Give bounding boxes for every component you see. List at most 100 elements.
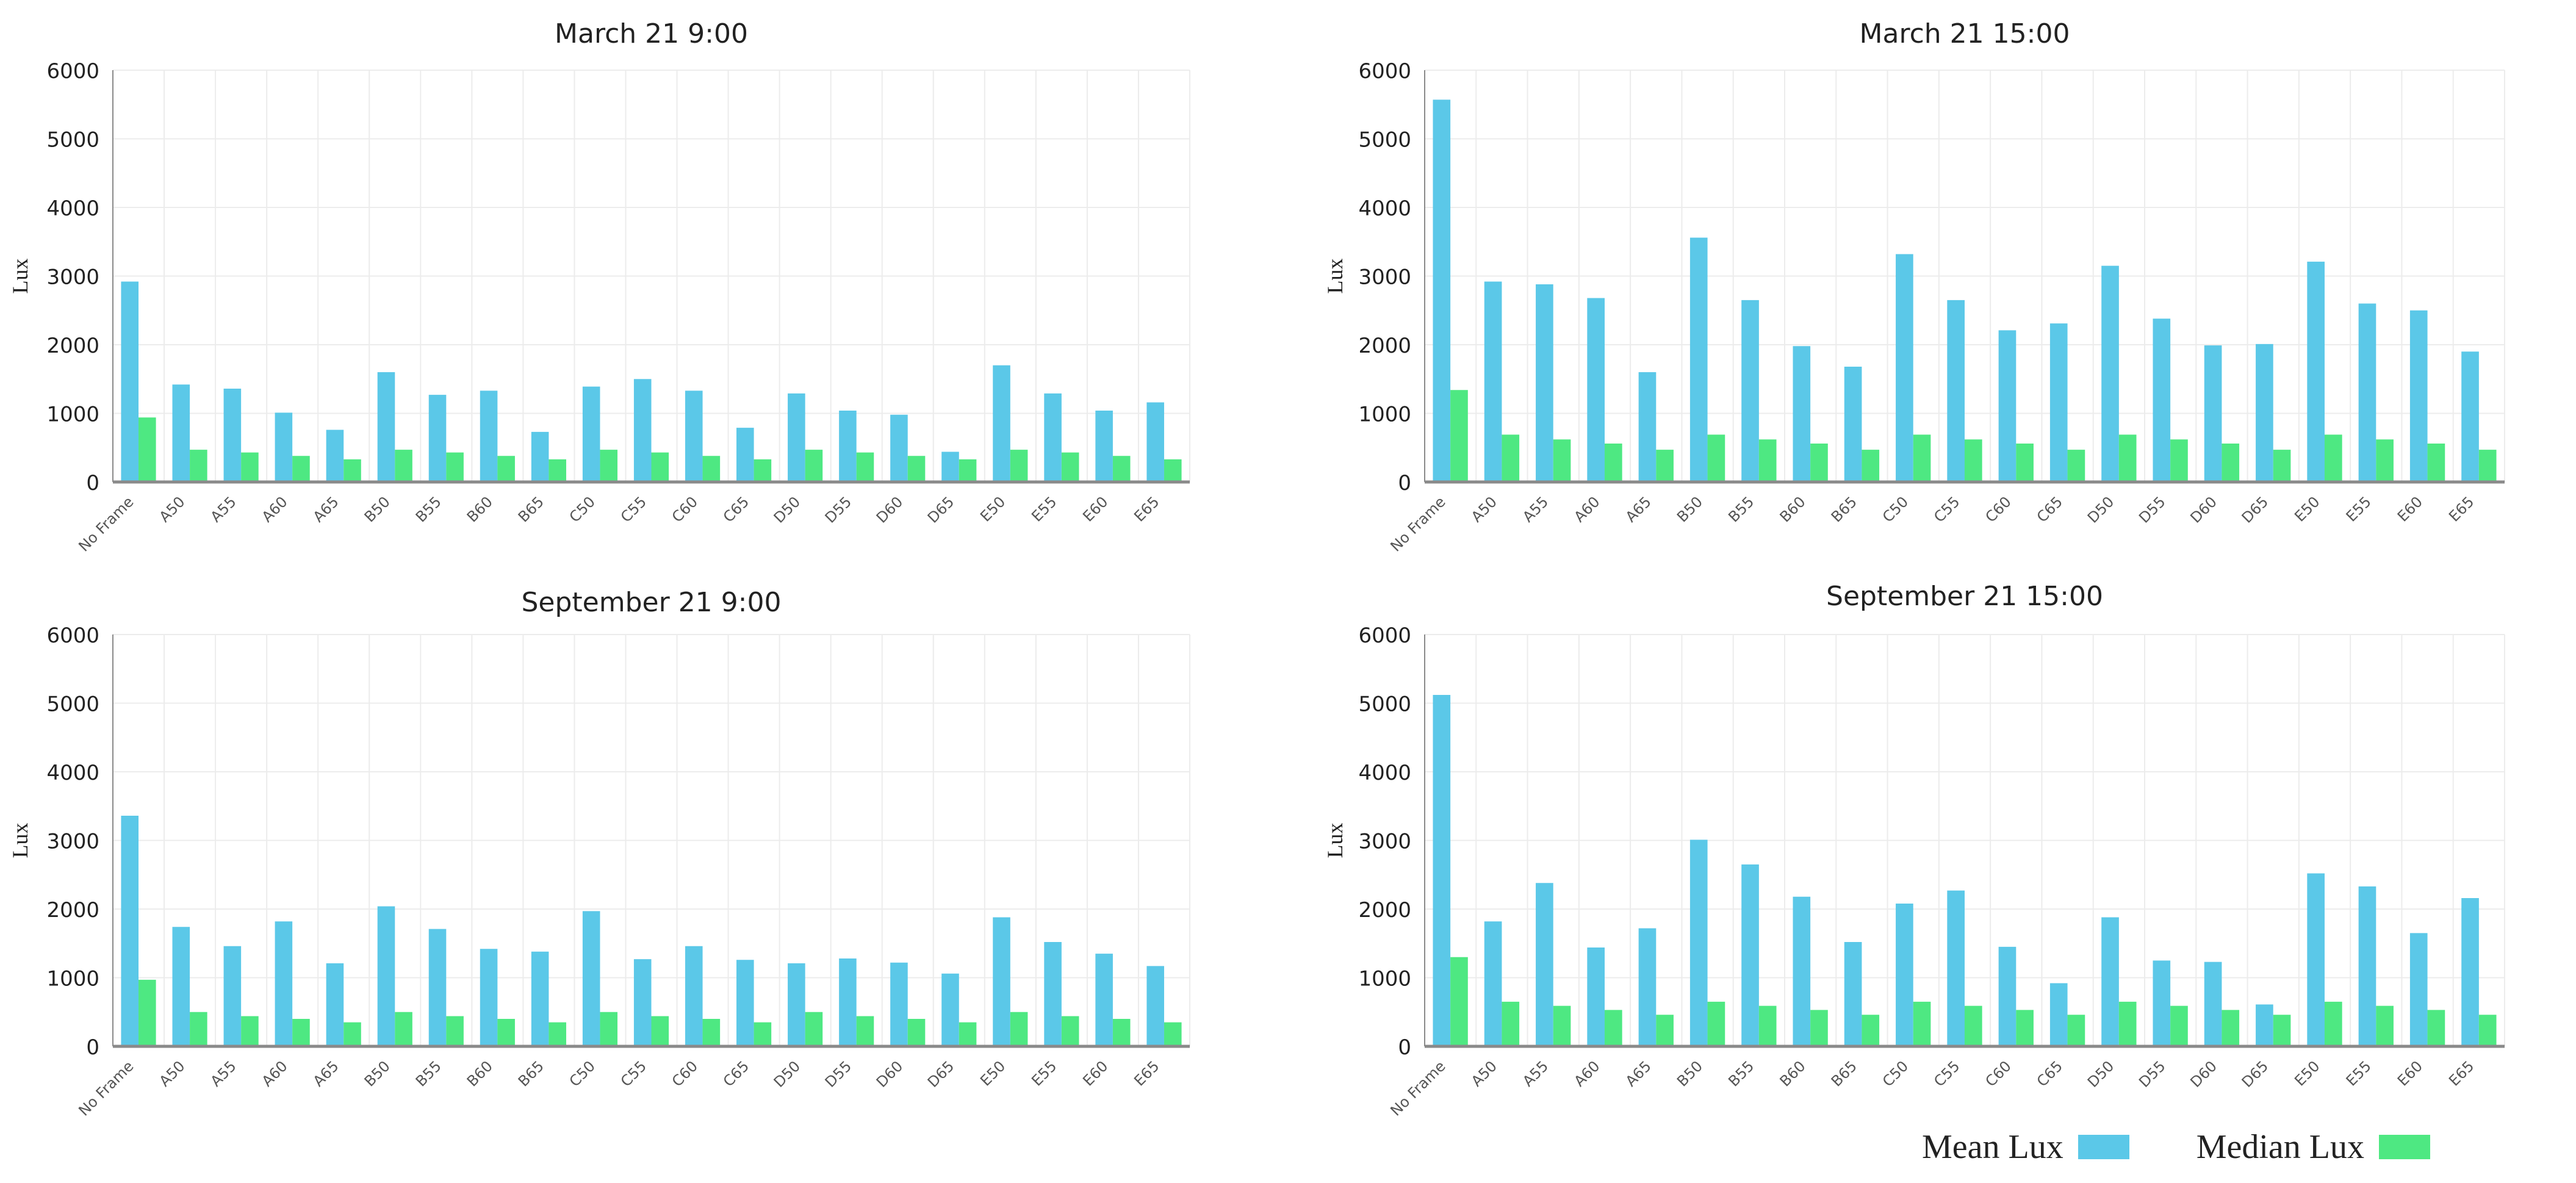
bar-mean-lux <box>326 430 344 482</box>
bar-median-lux <box>139 979 156 1046</box>
bar-median-lux <box>1810 1010 1828 1046</box>
y-tick-label: 6000 <box>1358 624 1411 648</box>
bar-mean-lux <box>941 973 959 1046</box>
bar-median-lux <box>2273 1015 2291 1046</box>
x-tick-label: E65 <box>1131 1057 1162 1089</box>
bar-median-lux <box>2170 1005 2188 1046</box>
x-tick-label: D55 <box>2135 1057 2168 1090</box>
bar-mean-lux <box>480 949 498 1046</box>
bar-median-lux <box>1656 450 1674 482</box>
x-tick-label: A50 <box>156 1057 189 1090</box>
bar-median-lux <box>1707 1001 1725 1046</box>
bar-mean-lux <box>480 390 498 482</box>
bar-median-lux <box>2170 439 2188 482</box>
y-tick-label: 6000 <box>1358 59 1411 84</box>
bar-median-lux <box>1605 1010 1622 1046</box>
x-tick-label: B65 <box>515 493 547 525</box>
x-tick-label: A65 <box>310 493 342 525</box>
bar-mean-lux <box>1638 928 1657 1046</box>
bar-mean-lux <box>1433 99 1451 482</box>
x-tick-label: E65 <box>1131 493 1162 525</box>
bar-median-lux <box>805 450 823 482</box>
bar-median-lux <box>2325 434 2342 482</box>
x-tick-label: D50 <box>2084 493 2117 526</box>
bar-median-lux <box>190 450 207 482</box>
x-tick-label: B50 <box>361 1057 394 1090</box>
x-tick-label: A65 <box>1622 493 1655 525</box>
bar-median-lux <box>1758 1005 1777 1046</box>
bar-median-lux <box>1605 444 1622 482</box>
x-tick-label: No Frame <box>1387 1057 1448 1119</box>
x-tick-label: B65 <box>1828 1057 1860 1090</box>
x-tick-label: E60 <box>2394 493 2426 525</box>
bar-mean-lux <box>1689 840 1708 1046</box>
y-tick-label: 4000 <box>1358 196 1411 221</box>
legend: Mean Lux Median Lux <box>1922 1123 2497 1171</box>
bar-median-lux <box>2427 1010 2445 1046</box>
bar-mean-lux <box>1484 281 1502 482</box>
bar-median-lux <box>907 1019 926 1046</box>
x-tick-label: A50 <box>156 493 189 525</box>
x-tick-label: C55 <box>617 1057 650 1090</box>
x-tick-label: C50 <box>566 493 599 525</box>
bar-mean-lux <box>1638 372 1657 482</box>
chart-title: September 21 9:00 <box>522 587 782 618</box>
y-tick-label: 3000 <box>46 830 99 854</box>
bar-mean-lux <box>1793 896 1811 1046</box>
x-tick-label: C60 <box>669 1057 701 1090</box>
bar-mean-lux <box>1146 402 1164 482</box>
bar-mean-lux <box>1844 942 1862 1046</box>
bar-mean-lux <box>1741 864 1759 1046</box>
bar-mean-lux <box>1793 346 1811 482</box>
y-tick-label: 3000 <box>46 265 99 290</box>
bar-median-lux <box>395 1012 412 1046</box>
bar-median-lux <box>907 456 926 482</box>
x-tick-label: D65 <box>2239 1057 2272 1090</box>
x-tick-label: D65 <box>2239 493 2272 526</box>
y-tick-label: 2000 <box>1358 898 1411 922</box>
x-tick-label: E60 <box>1079 493 1111 525</box>
y-tick-label: 4000 <box>46 196 99 221</box>
x-tick-label: E55 <box>2343 1057 2375 1089</box>
bar-median-lux <box>1010 1012 1028 1046</box>
y-axis-label: Lux <box>8 259 32 294</box>
chart-panel-3: 0 1000 2000 3000 4000 5000 6000 No Frame A50 A55 A… <box>1323 581 2505 1120</box>
bar-mean-lux <box>582 386 600 482</box>
y-axis-label: Lux <box>1323 259 1347 294</box>
bar-mean-lux <box>890 414 908 482</box>
legend-label-median: Median Lux <box>2196 1128 2364 1166</box>
x-tick-label: A65 <box>310 1057 342 1090</box>
bar-median-lux <box>241 1016 259 1046</box>
bar-median-lux <box>754 1022 772 1046</box>
x-tick-label: A60 <box>259 493 291 525</box>
x-tick-label: E50 <box>977 493 1009 525</box>
bar-mean-lux <box>2049 983 2068 1046</box>
bar-median-lux <box>702 1019 721 1046</box>
x-tick-label: E65 <box>2445 1057 2477 1089</box>
x-tick-label: C60 <box>669 493 701 525</box>
bar-mean-lux <box>1844 367 1862 482</box>
chart-title: March 21 9:00 <box>555 18 748 49</box>
bar-median-lux <box>2016 1010 2034 1046</box>
x-tick-label: C65 <box>720 1057 752 1090</box>
bar-mean-lux <box>1587 298 1605 482</box>
bar-median-lux <box>2478 1015 2497 1046</box>
bar-mean-lux <box>172 927 190 1046</box>
x-tick-label: E55 <box>2343 493 2375 525</box>
bar-median-lux <box>2222 444 2240 482</box>
bar-median-lux <box>805 1012 823 1046</box>
bar-mean-lux <box>2307 261 2325 482</box>
bar-mean-lux <box>2101 265 2119 482</box>
bar-median-lux <box>1450 390 1468 482</box>
bar-mean-lux <box>326 963 344 1046</box>
bar-mean-lux <box>2049 323 2068 482</box>
bar-mean-lux <box>2204 345 2222 482</box>
bar-mean-lux <box>2409 310 2428 482</box>
bar-mean-lux <box>941 451 959 482</box>
bar-mean-lux <box>1947 300 1965 482</box>
bar-median-lux <box>1707 434 1725 482</box>
y-tick-label: 2000 <box>46 898 99 922</box>
x-tick-label: No Frame <box>1387 493 1448 555</box>
x-tick-label: A55 <box>207 1057 240 1090</box>
x-tick-label: E65 <box>2445 493 2477 525</box>
